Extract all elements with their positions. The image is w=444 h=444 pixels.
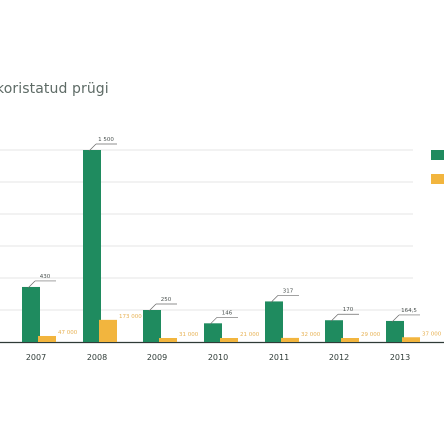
data-label-series-b-2010: 21 000 xyxy=(240,332,260,338)
legend-swatch-series-b xyxy=(431,174,444,184)
bar-series-a-2009 xyxy=(143,310,161,342)
data-label-series-b-2007: 47 000 xyxy=(58,330,78,336)
leader-line-series-a-2011 xyxy=(270,295,279,303)
bar-series-b-2012 xyxy=(341,338,359,342)
data-label-series-a-2008: 1 500 xyxy=(98,137,114,143)
data-label-series-b-2011: 32 000 xyxy=(301,332,321,338)
data-label-series-b-2013: 37 000 xyxy=(422,331,442,337)
x-tick-label-2008: 2008 xyxy=(87,353,107,362)
leader-line-series-a-2010 xyxy=(209,317,218,325)
data-label-series-a-2009: 250 xyxy=(161,297,172,303)
bar-series-a-2012 xyxy=(325,320,343,342)
bar-series-a-2013 xyxy=(386,320,404,342)
bar-series-b-2008 xyxy=(99,319,117,342)
x-tick-label-2009: 2009 xyxy=(147,353,167,362)
x-tick-label-2007: 2007 xyxy=(26,353,46,362)
chart-title: koristatud prügi xyxy=(0,81,109,97)
x-tick-label-2012: 2012 xyxy=(329,353,349,362)
bar-series-b-2010 xyxy=(220,338,238,342)
data-label-series-b-2008: 173 000 xyxy=(119,314,142,320)
bar-series-a-2011 xyxy=(265,301,283,342)
data-label-series-a-2010: 146 xyxy=(222,310,233,316)
data-label-series-a-2013: 164,5 xyxy=(401,308,417,314)
x-tick-label-2011: 2011 xyxy=(269,353,289,362)
leader-line-series-a-2007 xyxy=(27,280,36,289)
data-label-series-a-2007: 430 xyxy=(40,274,51,280)
leader-line-series-a-2012 xyxy=(330,313,339,322)
bar-series-b-2009 xyxy=(159,338,177,342)
leader-line-series-a-2009 xyxy=(148,303,157,312)
data-label-series-b-2009: 31 000 xyxy=(179,332,199,338)
legend-swatch-series-a xyxy=(431,150,444,160)
leader-line-series-a-2008 xyxy=(88,143,97,152)
x-tick-label-2013: 2013 xyxy=(390,353,410,362)
bar-series-a-2008 xyxy=(83,150,101,342)
x-tick-label-2010: 2010 xyxy=(208,353,228,362)
bar-series-b-2013 xyxy=(402,337,420,342)
data-label-series-a-2011: 317 xyxy=(283,288,294,294)
bar-series-a-2007 xyxy=(22,286,40,342)
bar-series-b-2011 xyxy=(281,337,299,342)
leader-line-series-a-2013 xyxy=(391,314,400,323)
bar-series-a-2010 xyxy=(204,323,222,342)
bar-series-b-2007 xyxy=(38,335,56,342)
data-label-series-b-2012: 29 000 xyxy=(361,332,381,338)
data-label-series-a-2012: 170 xyxy=(343,307,354,313)
